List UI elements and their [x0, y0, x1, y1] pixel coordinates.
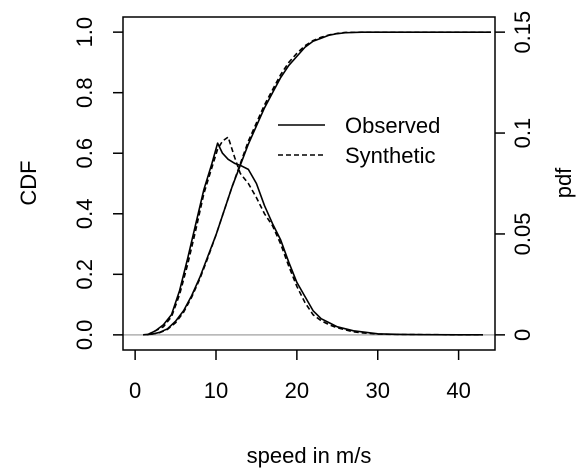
legend-observed-label: Observed	[345, 113, 440, 138]
y-left-tick-label: 0.6	[72, 138, 97, 169]
plot-frame	[122, 16, 496, 351]
y-right-tick-label: 0	[510, 329, 535, 341]
pdf-observed-line	[146, 142, 483, 336]
y-left-tick-label: 1.0	[72, 17, 97, 48]
y-axis-right-label: pdf	[551, 167, 576, 198]
y-right-tick-label: 0.15	[510, 11, 535, 54]
pdf-synthetic-line	[146, 136, 483, 336]
legend: Observed Synthetic	[278, 113, 440, 168]
x-tick-label: 0	[129, 378, 141, 403]
x-tick-label: 40	[446, 378, 470, 403]
y-right-tick-label: 0.05	[510, 213, 535, 256]
y-left-tick-label: 0.2	[72, 259, 97, 290]
y-left-tick-label: 0.4	[72, 198, 97, 229]
x-tick-label: 30	[365, 378, 389, 403]
x-tick-label: 10	[204, 378, 228, 403]
y-right-tick-label: 0.1	[510, 118, 535, 149]
y-axis-left-label: CDF	[16, 160, 41, 205]
y-left-tick-label: 0.0	[72, 320, 97, 351]
y-left-tick-label: 0.8	[72, 77, 97, 108]
axes: 0 10 20 30 40 0.0 0.2 0.4 0.6 0.8 1.0 0 0.05 0.1 0.15	[72, 11, 535, 403]
cdf-synthetic-line	[143, 31, 491, 336]
x-axis-label: speed in m/s	[247, 443, 372, 468]
plot-area	[123, 31, 495, 336]
x-tick-label: 20	[285, 378, 309, 403]
legend-synthetic-label: Synthetic	[345, 143, 436, 168]
